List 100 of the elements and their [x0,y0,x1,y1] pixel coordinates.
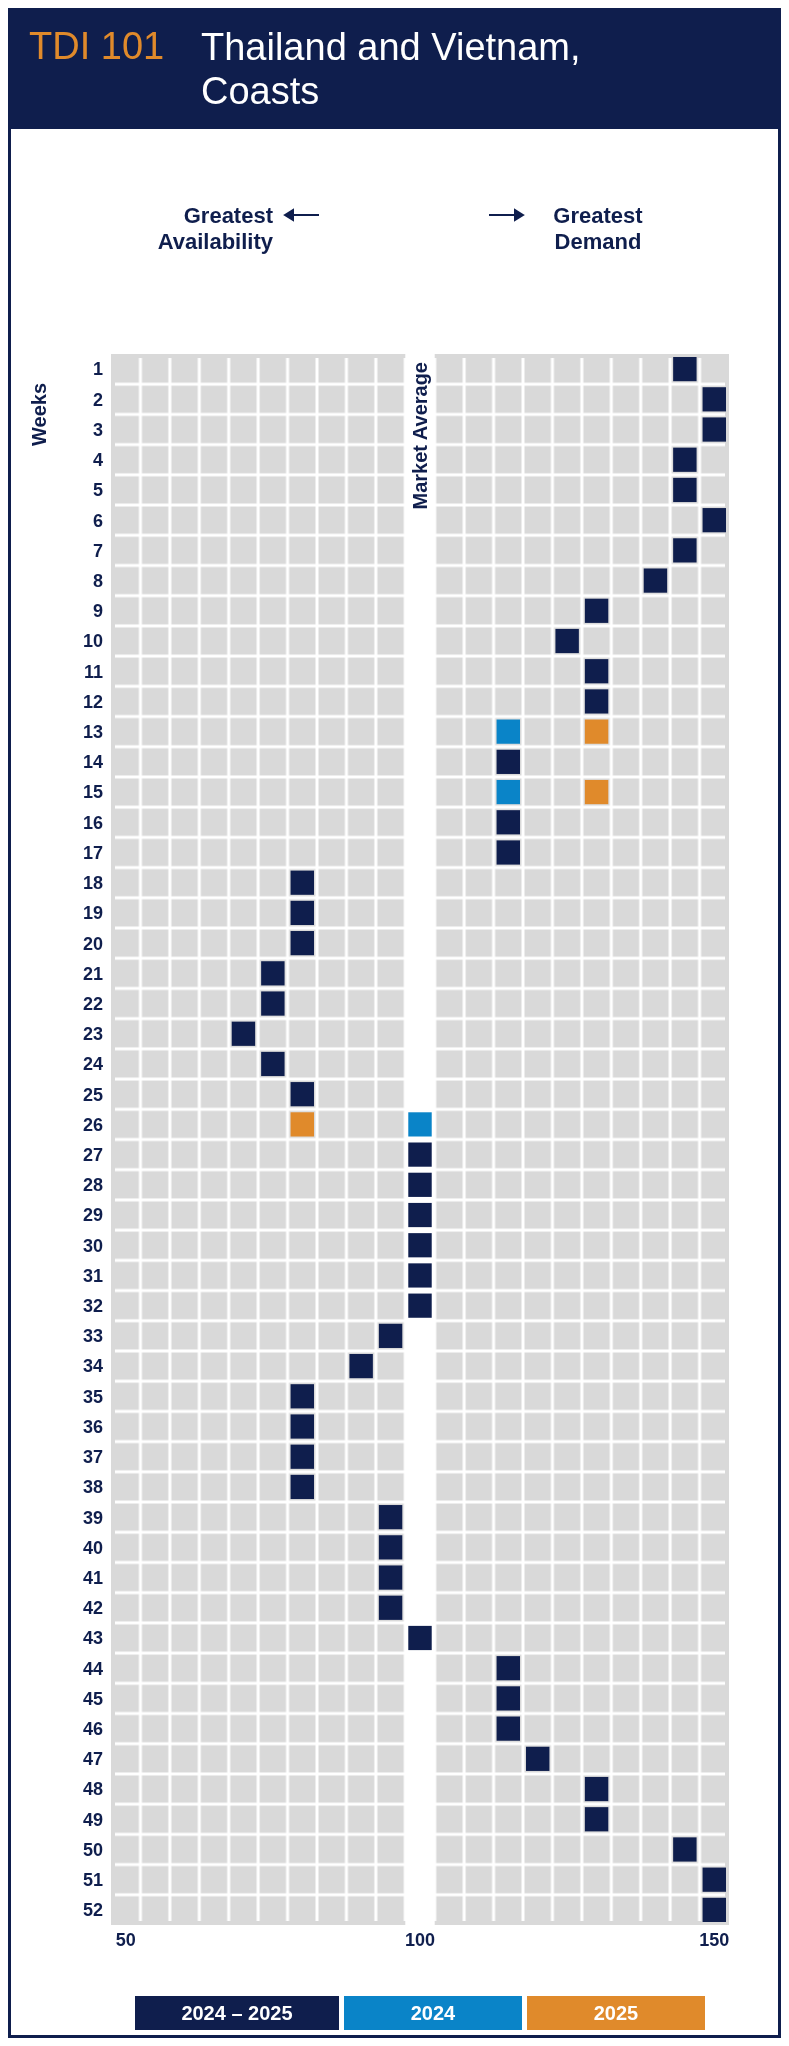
point [378,1565,403,1590]
y-tick-label: 26 [82,1114,103,1135]
point [290,1444,314,1469]
y-tick-label: 36 [82,1416,103,1437]
y-tick-label: 45 [82,1688,103,1709]
point [584,659,609,684]
y-tick-label: 48 [82,1779,103,1800]
y-tick-label: 11 [83,661,103,682]
point [290,1384,314,1409]
point [702,417,726,442]
x-tick-label: 100 [404,1929,436,1950]
y-tick-label: 17 [82,842,103,863]
point [496,779,520,805]
y-tick-label: 15 [82,782,103,803]
y-tick-label: 1 [92,359,103,380]
y-tick-label: 6 [92,510,103,531]
point [408,1202,432,1228]
y-tick-label: 3 [92,419,103,440]
point [408,1625,432,1651]
point [673,477,697,503]
point [290,1082,314,1107]
point [702,1897,726,1922]
point [261,961,285,986]
point [673,447,697,472]
point [408,1172,432,1197]
text: Greatest Availability [156,203,273,255]
y-tick-label: 28 [82,1175,103,1196]
y-tick-label: 5 [92,480,103,501]
x-tick-label: 50 [115,1929,136,1950]
point [496,749,520,774]
y-tick-label: 38 [82,1477,103,1498]
point [378,1323,403,1348]
y-tick-label: 25 [82,1084,103,1105]
y-tick-label: 49 [82,1809,103,1830]
y-tick-label: 2 [92,389,103,410]
y-tick-label: 18 [82,873,103,894]
point [378,1505,403,1530]
point [496,1716,520,1741]
point [290,1112,314,1137]
y-tick-label: 39 [82,1507,103,1528]
point [673,1837,697,1862]
point [408,1293,432,1318]
point [408,1142,432,1167]
y-tick-label: 24 [82,1054,103,1075]
y-tick-label: 27 [82,1145,103,1165]
point [584,598,609,623]
y-tick-label: 13 [82,722,103,743]
point [526,1746,550,1771]
y-tick-label: 41 [82,1567,103,1588]
point [290,931,314,956]
chart-subtitle: Thailand and Vietnam, Coasts [201,25,582,113]
point [584,1776,609,1802]
point [702,508,726,533]
y-tick-label: 51 [82,1870,103,1891]
y-tick-label: 30 [82,1235,103,1256]
point [290,1474,314,1500]
y-tick-label: 31 [82,1265,103,1286]
point [408,1263,432,1288]
y-tick-label: 19 [82,903,103,924]
point [643,568,668,593]
point [496,810,520,835]
point [349,1353,373,1379]
ref-line-label: Market Average [409,362,431,510]
point [584,779,609,805]
y-tick-label: 22 [82,993,103,1014]
y-tick-label: 35 [82,1386,103,1407]
point [261,991,285,1016]
y-tick-label: 9 [92,601,103,622]
text: 2024 – 2025 [135,1996,339,2030]
point [673,538,697,563]
y-tick-label: 46 [82,1719,103,1740]
y-tick-label: 4 [92,450,103,471]
chart-title: TDI 101 [29,25,165,68]
point [702,387,726,412]
text: 2025 [527,1996,705,2030]
y-tick-label: 7 [92,540,103,561]
x-tick-label: 150 [699,1929,730,1950]
point [496,1686,520,1711]
text: Greatest Demand [552,203,644,255]
text: 2024 [344,1996,522,2030]
point [378,1595,403,1620]
point [496,719,520,744]
point [584,689,609,714]
y-tick-label: 16 [82,812,103,833]
y-tick-label: 52 [82,1900,103,1921]
point [261,1051,285,1077]
y-tick-label: 33 [82,1326,103,1347]
y-tick-label: 21 [82,963,103,984]
point [378,1535,403,1560]
y-tick-label: 20 [82,933,103,954]
y-tick-label: 44 [82,1658,103,1679]
point [555,628,579,654]
y-tick-label: 47 [82,1749,103,1770]
y-tick-label: 42 [82,1598,103,1619]
y-tick-label: 32 [82,1296,103,1317]
y-tick-label: 23 [82,1024,103,1045]
y-tick-label: 14 [82,752,103,773]
y-tick-label: 12 [82,691,103,712]
point [290,870,314,895]
y-tick-label: 8 [92,570,103,591]
